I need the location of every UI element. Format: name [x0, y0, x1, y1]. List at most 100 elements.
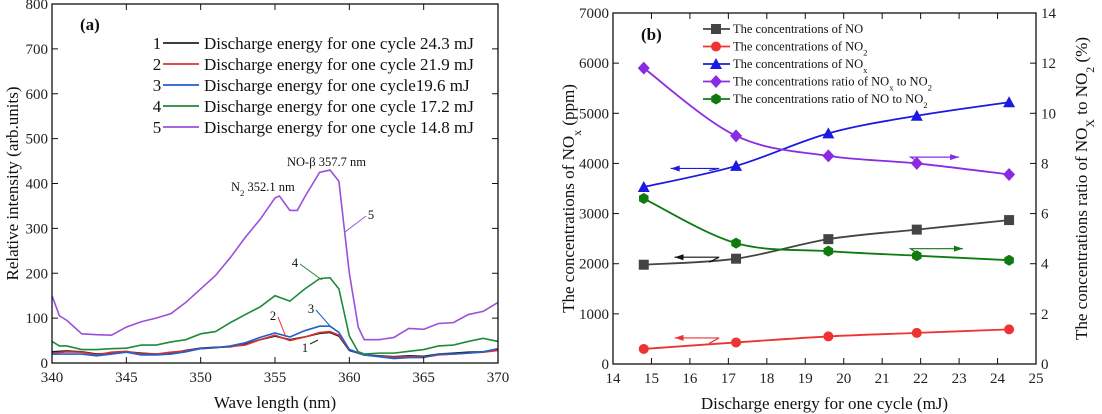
y-tick-label: 800 — [26, 0, 49, 13]
marker-hexagon — [1004, 254, 1014, 266]
y-right-tick-label: 12 — [1041, 56, 1056, 72]
x-tick-label: 16 — [682, 371, 698, 387]
y-right-tick-label: 8 — [1041, 156, 1049, 172]
x-tick-label: 345 — [115, 370, 138, 386]
peak-annotation: N2 352.1 nm — [231, 180, 295, 198]
x-tick-label: 18 — [759, 371, 774, 387]
arrow-head — [674, 334, 684, 341]
y-right-tick-label: 4 — [1041, 257, 1049, 273]
panel-label: (b) — [641, 25, 662, 44]
series-4 — [639, 193, 1014, 266]
marker-hexagon — [731, 237, 741, 249]
y-tick-label: 400 — [26, 177, 49, 193]
x-tick-label: 20 — [836, 371, 851, 387]
arrow-head — [670, 165, 680, 172]
series-line — [643, 101, 1010, 188]
marker-square — [911, 224, 922, 235]
x-tick-label: 14 — [606, 371, 622, 387]
marker-square — [1004, 215, 1015, 226]
y-tick-label: 500 — [26, 132, 49, 148]
series-line-5 — [51, 169, 499, 341]
y-left-tick-label: 4000 — [579, 156, 609, 172]
y-left-tick-label: 7000 — [579, 6, 609, 22]
marker-square — [638, 259, 649, 270]
marker-triangle — [710, 58, 722, 69]
marker-diamond — [637, 61, 650, 75]
y-left-axis-label: The concentrations of NOx (ppm) — [559, 84, 584, 313]
y-tick-label: 600 — [26, 87, 49, 103]
callout-line — [309, 339, 319, 345]
y-right-axis-label: The concentrations ratio of NOX to NO2 (… — [1072, 37, 1097, 340]
y-tick-label: 0 — [41, 356, 49, 372]
marker-diamond — [1003, 167, 1016, 181]
x-tick-label: 25 — [1029, 371, 1044, 387]
series-2 — [637, 96, 1016, 192]
marker-square — [711, 24, 721, 34]
legend-number: 4 — [153, 97, 162, 116]
y-left-tick-label: 2000 — [579, 257, 609, 273]
legend-number: 1 — [153, 34, 162, 53]
arrow-head — [674, 254, 684, 261]
y-left-tick-label: 0 — [602, 357, 610, 373]
marker-diamond — [910, 156, 923, 170]
marker-hexagon — [639, 193, 649, 205]
panel-label: (a) — [80, 15, 100, 34]
y-axis-label: Relative intensity (arb.units) — [3, 86, 22, 280]
curve-callout-3: 3 — [308, 302, 314, 316]
series-3 — [637, 61, 1016, 181]
y-tick-label: 100 — [26, 311, 49, 327]
marker-circle — [823, 331, 834, 342]
series-1 — [638, 324, 1015, 354]
arrow-head — [953, 245, 963, 252]
marker-diamond — [730, 129, 743, 143]
y-right-tick-label: 14 — [1041, 6, 1057, 22]
y-left-tick-label: 6000 — [579, 56, 609, 72]
callout-line — [299, 263, 323, 281]
marker-triangle — [822, 127, 835, 139]
curve-callout-1: 1 — [302, 341, 308, 355]
marker-triangle — [730, 159, 743, 171]
axis-indicator-arrow — [674, 337, 720, 344]
marker-triangle — [637, 180, 650, 192]
x-tick-label: 360 — [338, 370, 361, 386]
y-tick-label: 700 — [26, 42, 49, 58]
curve-callout-4: 4 — [292, 256, 299, 270]
x-axis-label: Discharge energy for one cycle (mJ) — [701, 394, 948, 413]
callout-line — [344, 215, 367, 233]
x-tick-label: 24 — [990, 371, 1006, 387]
y-tick-label: 300 — [26, 221, 49, 237]
y-right-tick-label: 2 — [1041, 307, 1049, 323]
x-tick-label: 370 — [487, 370, 510, 386]
marker-triangle — [1003, 96, 1016, 108]
legend-number: 3 — [153, 76, 162, 95]
x-tick-label: 22 — [913, 371, 928, 387]
x-tick-label: 355 — [264, 370, 287, 386]
marker-diamond — [822, 149, 835, 163]
legend-label: Discharge energy for one cycle19.6 mJ — [204, 76, 470, 95]
x-tick-label: 21 — [875, 371, 890, 387]
callout-line — [315, 309, 331, 327]
x-tick-label: 365 — [412, 370, 435, 386]
legend-label: Discharge energy for one cycle 21.9 mJ — [204, 55, 474, 74]
curve-callout-2: 2 — [270, 309, 276, 323]
legend-label: The concentrations of NOx — [733, 57, 868, 75]
axis-indicator-arrow — [908, 156, 960, 164]
x-tick-label: 17 — [721, 371, 737, 387]
legend-label: Discharge energy for one cycle 24.3 mJ — [204, 34, 474, 53]
marker-square — [823, 234, 834, 245]
legend-label: The concentrations of NO — [733, 22, 863, 36]
axis-indicator-arrow — [674, 256, 720, 263]
legend-label: The concentrations of NO2 — [733, 40, 868, 58]
marker-square — [731, 253, 742, 264]
marker-hexagon — [912, 250, 922, 262]
legend-number: 2 — [153, 55, 162, 74]
marker-circle — [711, 41, 721, 52]
y-left-tick-label: 3000 — [579, 207, 609, 223]
y-tick-label: 200 — [26, 266, 49, 282]
x-tick-label: 350 — [189, 370, 212, 386]
y-right-tick-label: 6 — [1041, 207, 1049, 223]
y-left-tick-label: 1000 — [579, 307, 609, 323]
y-right-tick-label: 10 — [1041, 106, 1056, 122]
plot-b-frame — [612, 12, 1037, 365]
